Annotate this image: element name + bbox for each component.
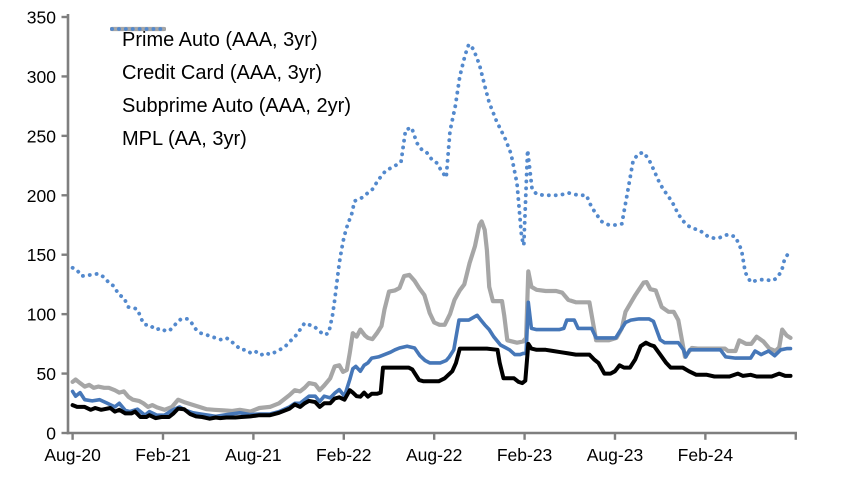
x-axis-tick-label: Aug-23: [587, 445, 643, 465]
legend-item-subprime-auto: Subprime Auto (AAA, 2yr): [110, 26, 351, 123]
y-axis-tick-label: 50: [37, 364, 57, 384]
x-axis-tick-label: Aug-21: [225, 445, 281, 465]
legend-label: Subprime Auto (AAA, 2yr): [122, 95, 351, 117]
chart-legend: Prime Auto (AAA, 3yr) Credit Card (AAA, …: [110, 24, 351, 156]
legend-item-mpl: MPL (AA, 3yr): [110, 27, 351, 156]
y-axis-tick-label: 350: [27, 8, 56, 28]
legend-label: Credit Card (AAA, 3yr): [122, 62, 323, 84]
mpl-dotted-line-swatch: [110, 27, 166, 31]
legend-label: Prime Auto (AAA, 3yr): [122, 29, 318, 51]
y-axis-tick-label: 0: [46, 424, 56, 444]
x-axis-tick-label: Feb-23: [497, 445, 552, 465]
x-axis-tick-label: Feb-24: [678, 445, 734, 465]
series-line-3: [70, 42, 793, 358]
legend-label: MPL (AA, 3yr): [122, 128, 247, 150]
y-axis-tick-label: 300: [27, 67, 56, 87]
x-axis-tick-label: Aug-22: [406, 445, 462, 465]
x-axis-tick-label: Aug-20: [44, 445, 101, 465]
x-axis-tick-label: Feb-21: [135, 445, 190, 465]
series-line-0: [70, 219, 793, 414]
y-axis-tick-label: 250: [27, 126, 56, 146]
y-axis-tick-label: 150: [27, 245, 56, 265]
y-axis-tick-label: 100: [27, 305, 56, 325]
series-line-2: [70, 340, 793, 421]
y-axis-tick-label: 200: [27, 186, 56, 206]
x-axis-tick-label: Feb-22: [316, 445, 371, 465]
legend-item-credit-card: Credit Card (AAA, 3yr): [110, 27, 351, 90]
